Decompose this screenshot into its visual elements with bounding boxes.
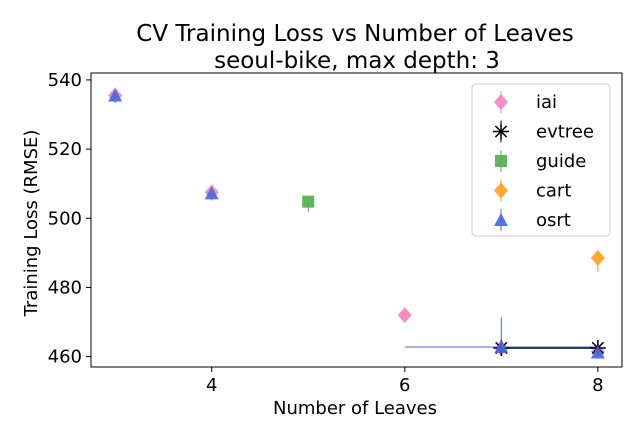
y-axis-ticks: 460 480 500 520 540	[48, 70, 91, 368]
point-osrt	[494, 339, 509, 353]
y-tick-label: 500	[48, 208, 82, 229]
x-tick-label: 8	[592, 375, 603, 396]
x-axis-ticks: 4 6 8	[206, 367, 604, 396]
y-axis-label: Training Loss (RMSE)	[21, 130, 42, 318]
x-axis-label: Number of Leaves	[273, 398, 437, 419]
legend-label-osrt: osrt	[536, 210, 571, 231]
y-tick-label: 540	[48, 70, 82, 91]
y-tick-label: 480	[48, 277, 82, 298]
point-osrt	[590, 345, 605, 359]
x-tick-label: 4	[206, 375, 217, 396]
legend-marker-iai	[494, 94, 508, 110]
chart-title: CV Training Loss vs Number of Leaves	[136, 21, 573, 47]
chart-subtitle: seoul-bike, max depth: 3	[214, 48, 500, 74]
legend-label-cart: cart	[536, 181, 571, 202]
legend: iai evtree guide cart osrt	[471, 83, 611, 237]
legend-marker-osrt	[494, 213, 508, 226]
legend-marker-cart	[494, 182, 508, 199]
legend-label-guide: guide	[536, 151, 586, 172]
point-iai	[397, 307, 412, 324]
point-guide	[302, 195, 315, 208]
point-cart	[590, 250, 605, 267]
markers-layer	[108, 87, 606, 360]
legend-box	[471, 83, 611, 237]
legend-marker-evtree-stroke	[494, 125, 508, 138]
point-osrt	[108, 88, 123, 102]
legend-marker-evtree	[493, 123, 509, 140]
legend-label-iai: iai	[536, 92, 557, 113]
y-tick-label: 520	[48, 139, 82, 160]
x-tick-label: 6	[399, 375, 410, 396]
plot-area	[90, 72, 623, 368]
legend-label-evtree: evtree	[536, 122, 594, 143]
y-tick-label: 460	[48, 347, 82, 368]
point-osrt	[204, 186, 219, 200]
legend-marker-guide	[495, 155, 507, 167]
